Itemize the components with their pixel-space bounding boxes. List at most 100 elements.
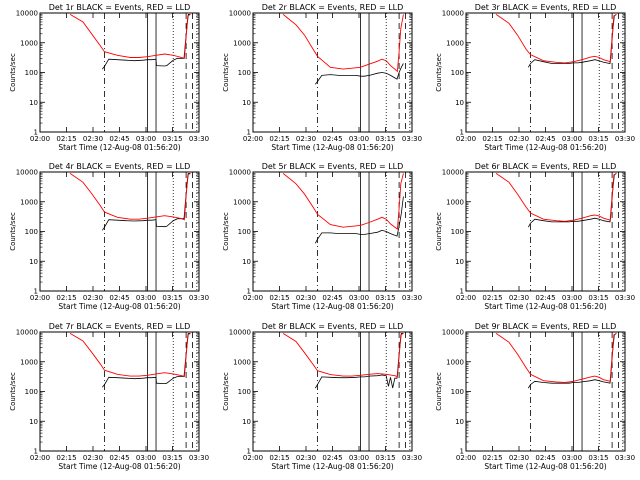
- y-tick-label: 100: [238, 388, 251, 396]
- y-tick-label: 10000: [442, 329, 464, 337]
- x-tick-label: 02:30: [83, 135, 103, 143]
- x-tick-label: 02:45: [535, 135, 555, 143]
- x-tick-label: 03:30: [402, 294, 422, 302]
- y-tick-label: 1000: [446, 358, 464, 366]
- x-tick-label: 03:00: [136, 135, 156, 143]
- panel-title: Det 6r BLACK = Events, RED = LLD: [475, 162, 617, 171]
- x-tick-label: 02:45: [109, 454, 129, 462]
- y-axis-label: Counts/sec: [222, 212, 230, 251]
- x-tick-label: 02:45: [109, 294, 129, 302]
- x-tick-label: 02:45: [535, 454, 555, 462]
- panel-title: Det 5r BLACK = Events, RED = LLD: [262, 162, 404, 171]
- x-tick-label: 03:30: [402, 135, 422, 143]
- y-tick-label: 1: [460, 448, 464, 456]
- y-tick-label: 10: [29, 258, 38, 266]
- x-tick-label: 02:30: [296, 135, 316, 143]
- panel-title: Det 8r BLACK = Events, RED = LLD: [262, 322, 404, 331]
- y-tick-label: 1: [34, 129, 38, 137]
- x-tick-label: 03:30: [402, 454, 422, 462]
- y-tick-label: 1000: [20, 358, 38, 366]
- x-tick-label: 03:30: [189, 454, 209, 462]
- x-tick-label: 03:00: [562, 135, 582, 143]
- y-tick-label: 1: [460, 288, 464, 296]
- lld-series: [282, 173, 404, 230]
- y-tick-label: 100: [451, 69, 464, 77]
- y-axis-label: Counts/sec: [435, 372, 443, 411]
- x-tick-label: 02:15: [482, 135, 502, 143]
- x-tick-label: 03:15: [162, 454, 182, 462]
- y-tick-label: 1: [460, 129, 464, 137]
- x-tick-label: 02:00: [30, 294, 50, 302]
- x-tick-label: 02:45: [322, 294, 342, 302]
- x-tick-label: 02:15: [482, 454, 502, 462]
- y-axis-label: Counts/sec: [222, 53, 230, 92]
- x-tick-label: 03:15: [588, 454, 608, 462]
- events-series: [314, 332, 404, 389]
- x-tick-label: 03:30: [615, 135, 635, 143]
- x-tick-label: 02:00: [30, 454, 50, 462]
- x-tick-label: 03:15: [375, 135, 395, 143]
- panel-4: Det 4r BLACK = Events, RED = LLD 1 10 100 10…: [9, 162, 209, 311]
- y-tick-label: 10000: [16, 10, 38, 18]
- y-tick-label: 10: [242, 99, 251, 107]
- y-tick-label: 10000: [16, 169, 38, 177]
- x-tick-label: 03:15: [162, 135, 182, 143]
- x-tick-label: 03:15: [375, 454, 395, 462]
- plot-frame: [465, 331, 626, 452]
- y-tick-label: 1: [247, 288, 251, 296]
- y-axis-label: Counts/sec: [435, 212, 443, 251]
- x-tick-label: 03:00: [349, 135, 369, 143]
- y-axis-label: Counts/sec: [9, 212, 17, 251]
- y-tick-label: 1000: [233, 39, 251, 47]
- x-axis-label: Start Time (12-Aug-08 01:56:20): [271, 143, 393, 152]
- x-tick-label: 02:30: [296, 454, 316, 462]
- x-tick-label: 02:00: [30, 135, 50, 143]
- x-tick-label: 03:15: [375, 294, 395, 302]
- x-tick-label: 03:00: [562, 454, 582, 462]
- x-tick-label: 02:15: [269, 294, 289, 302]
- x-tick-label: 02:15: [269, 135, 289, 143]
- plot-frame: [39, 12, 200, 133]
- y-tick-label: 10000: [442, 169, 464, 177]
- x-axis-label: Start Time (12-Aug-08 01:56:20): [271, 462, 393, 471]
- lld-series: [69, 333, 191, 378]
- x-tick-label: 02:00: [243, 135, 263, 143]
- lld-series: [495, 14, 617, 64]
- x-tick-label: 03:00: [136, 454, 156, 462]
- panel-2: Det 2r BLACK = Events, RED = LLD 1 10 100 10…: [222, 3, 422, 152]
- x-tick-label: 03:00: [349, 294, 369, 302]
- y-tick-label: 100: [25, 69, 38, 77]
- y-tick-label: 10000: [229, 169, 251, 177]
- panel-title: Det 9r BLACK = Events, RED = LLD: [475, 322, 617, 331]
- y-axis-label: Counts/sec: [222, 372, 230, 411]
- panel-7: Det 7r BLACK = Events, RED = LLD 1 10 100 10…: [9, 322, 209, 471]
- x-tick-label: 02:15: [56, 135, 76, 143]
- events-series: [101, 172, 191, 231]
- x-tick-label: 02:15: [269, 454, 289, 462]
- x-tick-label: 02:00: [456, 135, 476, 143]
- y-tick-label: 1000: [446, 198, 464, 206]
- x-tick-label: 03:30: [615, 294, 635, 302]
- plot-frame: [465, 171, 626, 292]
- x-tick-label: 03:00: [562, 294, 582, 302]
- events-series: [101, 332, 191, 388]
- x-tick-label: 03:00: [136, 294, 156, 302]
- y-tick-label: 1000: [446, 39, 464, 47]
- x-axis-label: Start Time (12-Aug-08 01:56:20): [58, 143, 180, 152]
- y-tick-label: 10: [242, 258, 251, 266]
- y-tick-label: 10000: [16, 329, 38, 337]
- x-tick-label: 02:45: [109, 135, 129, 143]
- events-series: [314, 196, 404, 244]
- x-tick-label: 03:15: [162, 294, 182, 302]
- y-tick-label: 1: [247, 129, 251, 137]
- panel-8: Det 8r BLACK = Events, RED = LLD 1 10 100 10…: [222, 322, 422, 471]
- y-tick-label: 1: [34, 288, 38, 296]
- y-tick-label: 10: [242, 418, 251, 426]
- y-tick-label: 10: [455, 418, 464, 426]
- panel-1: Det 1r BLACK = Events, RED = LLD 1 10 100 10…: [9, 3, 209, 152]
- events-series: [527, 173, 617, 228]
- y-tick-label: 100: [238, 69, 251, 77]
- x-tick-label: 03:30: [189, 294, 209, 302]
- x-tick-label: 02:45: [535, 294, 555, 302]
